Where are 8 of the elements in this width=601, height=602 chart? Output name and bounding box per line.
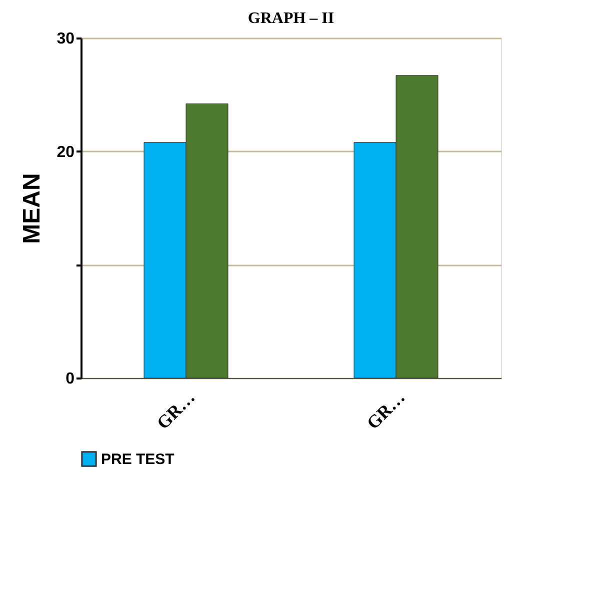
y-tick-label: 0	[66, 370, 75, 388]
x-tick-label: GR…	[362, 387, 409, 434]
chart-title: GRAPH – II	[248, 10, 334, 27]
y-tick-label: 30	[56, 30, 75, 48]
legend-label: PRE TEST	[101, 451, 174, 468]
y-axis-title: MEAN	[18, 173, 46, 244]
y-tick-label: 20	[56, 144, 75, 161]
x-tick-label: GR…	[152, 387, 199, 434]
